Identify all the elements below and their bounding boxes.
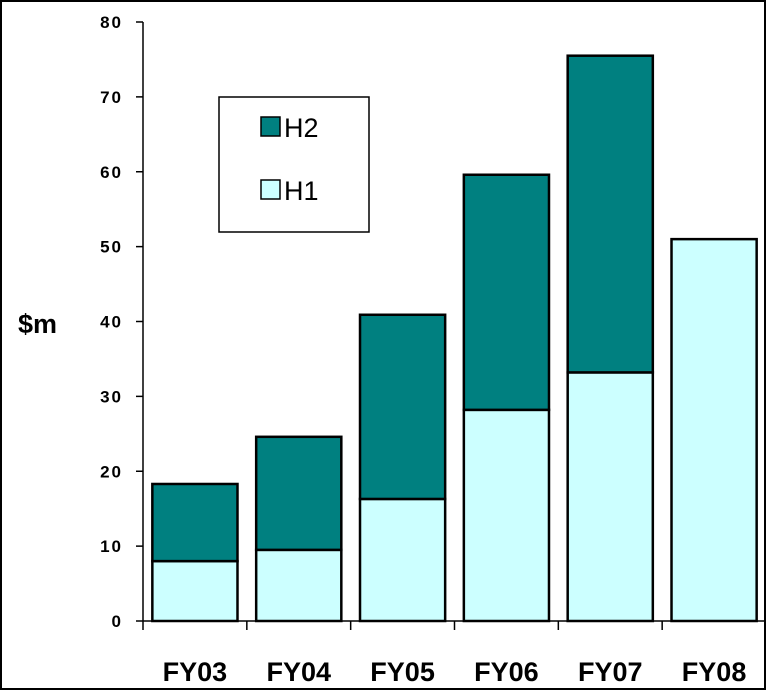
x-axis: FY03 FY04 FY05 FY06 FY07 FY08 xyxy=(142,620,766,687)
bar-h2-fy04 xyxy=(254,435,343,552)
x-tick-label: FY03 xyxy=(163,657,228,687)
legend-label-h2: H2 xyxy=(284,113,319,143)
bar-h1-fy05 xyxy=(358,497,447,623)
bar-h1-fy07 xyxy=(566,371,655,623)
x-tick-label: FY05 xyxy=(370,657,435,687)
y-tick-label: 70 xyxy=(100,88,123,107)
bar-h2-fy03 xyxy=(151,482,239,563)
y-tick-label: 40 xyxy=(100,313,123,332)
x-tick-label: FY08 xyxy=(682,657,747,687)
y-tick-label: 0 xyxy=(112,612,123,631)
y-axis-title: $m xyxy=(18,309,57,339)
legend-swatch-h2 xyxy=(260,116,281,137)
y-axis: 0 10 20 30 40 50 60 70 80 xyxy=(100,13,144,631)
legend-swatch-h1 xyxy=(260,179,281,200)
legend: H2 H1 xyxy=(218,96,370,233)
y-tick-label: 80 xyxy=(100,13,123,32)
x-tick-label: FY07 xyxy=(578,657,643,687)
bar-h2-fy07 xyxy=(566,54,655,374)
bar-h1-fy06 xyxy=(462,408,551,623)
legend-box xyxy=(218,96,370,233)
y-tick-label: 30 xyxy=(100,387,123,406)
legend-label-h1: H1 xyxy=(284,176,319,206)
bar-h2-fy05 xyxy=(358,313,447,501)
y-tick-label: 60 xyxy=(100,163,123,182)
bars xyxy=(151,54,758,623)
x-tick-label: FY04 xyxy=(266,657,331,687)
bar-h1-fy04 xyxy=(254,548,343,623)
bar-h2-fy06 xyxy=(462,173,551,412)
bar-h1-fy08 xyxy=(670,237,758,623)
x-tick-label: FY06 xyxy=(474,657,539,687)
bar-h1-fy03 xyxy=(151,559,239,623)
y-tick-label: 10 xyxy=(100,537,123,556)
y-tick-label: 20 xyxy=(100,462,123,481)
y-tick-label: 50 xyxy=(100,238,123,257)
